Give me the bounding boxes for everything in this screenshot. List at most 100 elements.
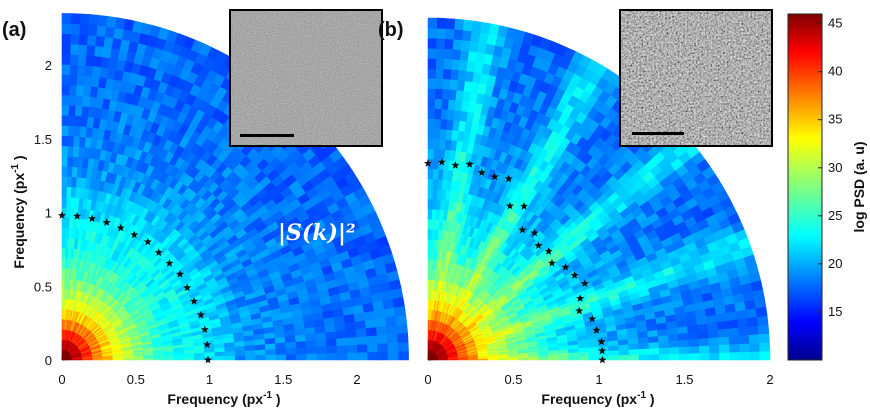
x-axis-label-b: Frequency (px-1 ) [541, 390, 654, 407]
psd-cell [447, 98, 456, 111]
colorbar-tick-label: 35 [828, 112, 842, 127]
psd-cell [104, 26, 115, 39]
panel-b: 0 0.5 1 1.5 2 (b) Frequency (px-1 ) [378, 9, 774, 407]
psd-cell [435, 57, 445, 70]
psd-cell [296, 353, 308, 361]
psd-cell [66, 176, 72, 188]
psd-cell [83, 75, 93, 87]
psd-cell [356, 343, 369, 353]
psd-cell [689, 352, 700, 361]
psd-cell [61, 165, 68, 177]
psd-cell [385, 315, 397, 327]
psd-cell [70, 176, 77, 188]
psd-cell [61, 186, 67, 198]
psd-cell [61, 237, 66, 249]
psd-cell [87, 24, 98, 36]
psd-cell [658, 340, 670, 349]
scale-bar-b [632, 132, 684, 135]
psd-cell [66, 145, 74, 157]
psd-cell [568, 355, 580, 361]
psd-cell [427, 289, 431, 301]
psd-cell [699, 352, 710, 361]
x-tick-label: 1 [595, 372, 602, 387]
psd-cell [469, 30, 481, 43]
psd-cell [458, 59, 468, 72]
psd-cell [80, 115, 88, 128]
psd-cell [578, 355, 590, 361]
psd-cell [346, 344, 358, 353]
psd-cell [467, 50, 478, 63]
psd-cell [433, 108, 442, 120]
psd-cell [84, 54, 95, 67]
psd-cell [431, 198, 437, 210]
psd-cell [87, 106, 96, 118]
psd-cell [88, 14, 99, 26]
psd-cell [336, 352, 348, 361]
psd-cell [453, 18, 465, 31]
psd-cell [452, 38, 462, 51]
scale-bar-a [240, 134, 294, 137]
psd-cell [61, 176, 68, 188]
psd-cell [432, 178, 438, 190]
psd-cell [68, 94, 77, 106]
psd-cell [445, 18, 456, 30]
psd-cell [67, 135, 75, 147]
psd-cell [436, 27, 446, 39]
psd-cell [452, 28, 464, 41]
psd-cell [69, 43, 79, 55]
psd-cell [69, 64, 78, 76]
psd-cell [61, 339, 63, 351]
psd-cell [245, 354, 257, 361]
psd-cell [608, 349, 620, 356]
psd-cell [77, 44, 88, 56]
psd-cell [67, 115, 76, 127]
psd-cell [61, 247, 66, 259]
psd-cell [427, 108, 435, 120]
psd-cell [433, 128, 441, 140]
psd-cell [91, 65, 101, 78]
psd-cell [61, 278, 65, 290]
psd-cell [61, 145, 68, 157]
psd-cell [738, 334, 750, 345]
psd-cell [446, 108, 455, 121]
psd-cell [747, 324, 760, 336]
psd-cell [335, 329, 347, 339]
psd-cell [427, 67, 436, 79]
psd-cell [698, 344, 710, 354]
psd-cell [76, 74, 85, 86]
psd-cell [395, 314, 408, 326]
psd-cell [427, 148, 434, 160]
psd-cell [61, 114, 69, 126]
psd-cell [325, 338, 338, 347]
psd-cell [628, 354, 640, 361]
psd-cell [746, 316, 759, 327]
psd-cell [375, 325, 388, 336]
psd-cell [396, 323, 408, 334]
psd-cell [435, 37, 446, 49]
psd-cell [234, 350, 246, 356]
psd-cell [718, 335, 730, 346]
psd-cell [707, 329, 720, 339]
psd-cell [65, 196, 71, 208]
psd-cell [244, 349, 256, 356]
psd-cell [75, 84, 84, 97]
psd-cell [759, 341, 771, 352]
psd-cell [427, 208, 433, 220]
psd-cell [306, 352, 318, 361]
psd-cell [376, 334, 389, 344]
psd-cell [326, 345, 338, 354]
psd-cell [61, 318, 64, 330]
psd-cell [336, 344, 348, 354]
psd-cell [95, 25, 107, 37]
psd-cell [89, 85, 99, 98]
psd-cell [374, 317, 387, 328]
psd-cell [194, 355, 206, 361]
psd-cell [718, 343, 731, 353]
psd-cell [72, 145, 80, 158]
colorbar-gradient [787, 13, 823, 361]
inset-sem-a [229, 9, 383, 147]
psd-cell [305, 346, 318, 354]
psd-cell [427, 138, 435, 150]
psd-cell [443, 48, 453, 60]
y-axis-label-a: Frequency (px-1 ) [10, 155, 27, 268]
